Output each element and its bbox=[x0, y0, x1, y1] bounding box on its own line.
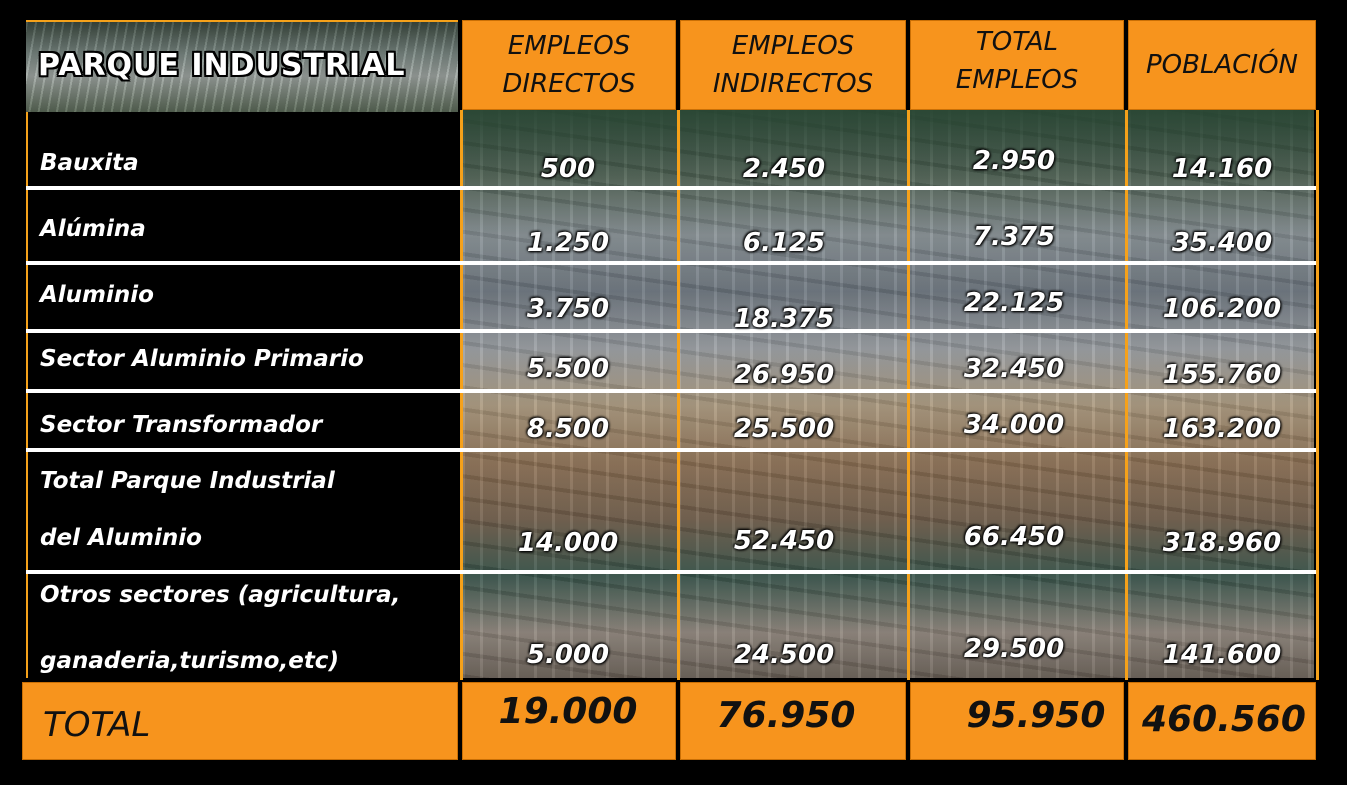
cell-value: 35.400 bbox=[1171, 228, 1273, 258]
total-label: TOTAL bbox=[43, 705, 151, 745]
cell-value: 3.750 bbox=[526, 294, 610, 324]
row-separator bbox=[26, 448, 1316, 452]
total-label-cell: TOTAL bbox=[22, 682, 458, 760]
row-label-bauxita: Bauxita bbox=[40, 150, 139, 176]
cell-value: 26.950 bbox=[733, 360, 835, 390]
cell-value: 32.450 bbox=[963, 354, 1065, 384]
total-cell: 460.560 bbox=[1128, 682, 1316, 760]
cell-value: 318.960 bbox=[1162, 528, 1282, 558]
total-value: 19.000 bbox=[498, 691, 638, 732]
cell-value: 14.000 bbox=[517, 528, 619, 558]
cell-value: 14.160 bbox=[1171, 154, 1273, 184]
col-header-line: INDIRECTOS bbox=[712, 69, 874, 99]
total-value: 95.950 bbox=[966, 695, 1106, 736]
row-label-otros-sectores-line2: ganaderia,turismo,etc) bbox=[40, 648, 339, 674]
row-label-aluminio: Aluminio bbox=[40, 282, 154, 308]
cell-value: 500 bbox=[540, 154, 596, 184]
column-divider bbox=[1125, 110, 1128, 680]
column-divider bbox=[677, 110, 680, 680]
row-label-alumina: Alúmina bbox=[40, 216, 146, 242]
col-header-line: EMPLEOS bbox=[507, 31, 631, 61]
cell-value: 6.125 bbox=[742, 228, 826, 258]
column-divider bbox=[1316, 110, 1319, 680]
row-separator bbox=[26, 261, 1316, 265]
col-header-empleos-indirectos: EMPLEOS INDIRECTOS bbox=[680, 20, 906, 110]
col-header-line: EMPLEOS bbox=[731, 31, 855, 61]
total-cell: 76.950 bbox=[680, 682, 906, 760]
total-cell: 19.000 bbox=[462, 682, 676, 760]
cell-value: 52.450 bbox=[733, 526, 835, 556]
col-header-line: DIRECTOS bbox=[502, 69, 636, 99]
cell-value: 163.200 bbox=[1162, 414, 1282, 444]
col-header-total-empleos: TOTAL EMPLEOS bbox=[910, 20, 1124, 110]
cell-value: 5.500 bbox=[526, 354, 610, 384]
col-header-poblacion: POBLACIÓN bbox=[1128, 20, 1316, 110]
row-separator bbox=[26, 329, 1316, 333]
col-header-empleos-directos: EMPLEOS DIRECTOS bbox=[462, 20, 676, 110]
col-header-line: TOTAL bbox=[975, 27, 1059, 57]
row-label-total-parque-line2: del Aluminio bbox=[40, 525, 202, 551]
column-divider bbox=[907, 110, 910, 680]
cell-value: 1.250 bbox=[526, 228, 610, 258]
cell-value: 7.375 bbox=[972, 222, 1056, 252]
col-header-line: EMPLEOS bbox=[955, 65, 1079, 95]
header-title: PARQUE INDUSTRIAL bbox=[38, 48, 406, 83]
cell-value: 18.375 bbox=[733, 304, 835, 334]
cell-value: 22.125 bbox=[963, 288, 1065, 318]
total-value: 76.950 bbox=[716, 695, 856, 736]
row-label-total-parque-line1: Total Parque Industrial bbox=[40, 468, 335, 494]
cell-value: 5.000 bbox=[526, 640, 610, 670]
cell-value: 106.200 bbox=[1162, 294, 1282, 324]
cell-value: 34.000 bbox=[963, 410, 1065, 440]
row-label-sector-transformador: Sector Transformador bbox=[40, 412, 323, 438]
cell-value: 8.500 bbox=[526, 414, 610, 444]
industrial-photo-background bbox=[462, 110, 1314, 678]
col-header-line: POBLACIÓN bbox=[1146, 50, 1298, 80]
cell-value: 29.500 bbox=[963, 634, 1065, 664]
cell-value: 2.450 bbox=[742, 154, 826, 184]
total-cell: 95.950 bbox=[910, 682, 1124, 760]
cell-value: 66.450 bbox=[963, 522, 1065, 552]
cell-value: 24.500 bbox=[733, 640, 835, 670]
label-column bbox=[26, 112, 462, 678]
row-separator bbox=[26, 570, 1316, 574]
column-divider bbox=[460, 110, 463, 680]
row-separator bbox=[26, 389, 1316, 393]
cell-value: 25.500 bbox=[733, 414, 835, 444]
cell-value: 141.600 bbox=[1162, 640, 1282, 670]
cell-value: 2.950 bbox=[972, 146, 1056, 176]
row-label-sector-aluminio-primario: Sector Aluminio Primario bbox=[40, 346, 364, 372]
row-label-otros-sectores-line1: Otros sectores (agricultura, bbox=[40, 582, 401, 608]
header-title-cell: PARQUE INDUSTRIAL bbox=[26, 20, 458, 112]
row-separator bbox=[26, 186, 1316, 190]
cell-value: 155.760 bbox=[1162, 360, 1282, 390]
total-value: 460.560 bbox=[1142, 699, 1306, 740]
